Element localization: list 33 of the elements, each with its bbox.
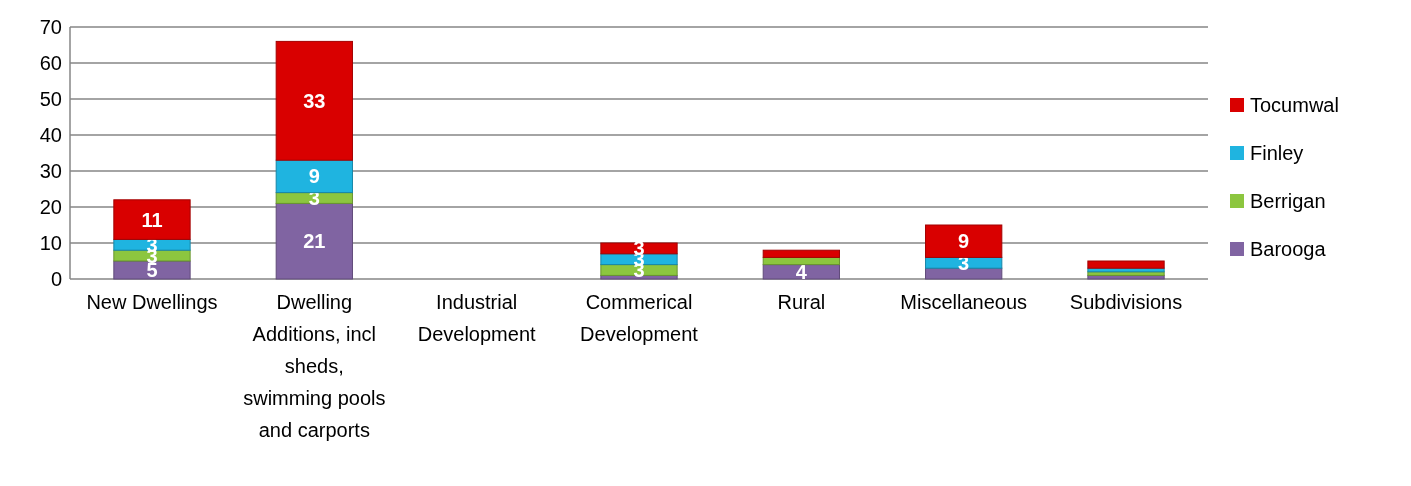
x-tick-label: Subdivisions: [1069, 291, 1183, 313]
bar: [113, 199, 191, 240]
bar: [925, 224, 1003, 258]
data-label: 9: [308, 165, 320, 188]
y-tick-label: 20: [39, 196, 62, 218]
x-tick-label: Dwelling Additions, incl sheds, swimming pools and carports: [243, 291, 386, 441]
x-tick-label: Commerical Development: [580, 291, 699, 345]
data-label: 21: [303, 230, 326, 253]
y-tick-label: 50: [39, 88, 62, 110]
data-label: 4: [795, 260, 808, 283]
y-tick-label: 30: [39, 160, 62, 182]
legend-label: Berrigan: [1250, 190, 1326, 212]
data-label: 11: [141, 208, 163, 231]
legend-label: Finley: [1250, 142, 1304, 164]
data-label: 9: [958, 230, 970, 253]
bar: [275, 159, 353, 194]
bar: [1087, 260, 1165, 269]
y-tick-label: 40: [39, 124, 62, 146]
bar: [275, 40, 353, 161]
x-tick-label: Industrial Development: [417, 291, 537, 345]
y-tick-label: 70: [39, 16, 62, 38]
x-tick-label: New Dwellings: [86, 291, 218, 313]
y-tick-label: 0: [50, 268, 62, 290]
bar: [600, 242, 678, 255]
data-label: 33: [303, 89, 326, 112]
legend-label: Tocumwal: [1250, 94, 1339, 116]
legend-label: Barooga: [1250, 238, 1327, 260]
x-tick-label: Rural: [777, 291, 826, 313]
x-tick-label: Miscellaneous: [900, 291, 1028, 313]
bar: [762, 264, 840, 280]
y-tick-label: 10: [39, 232, 62, 254]
y-tick-label: 60: [39, 52, 62, 74]
bar: [762, 249, 840, 258]
